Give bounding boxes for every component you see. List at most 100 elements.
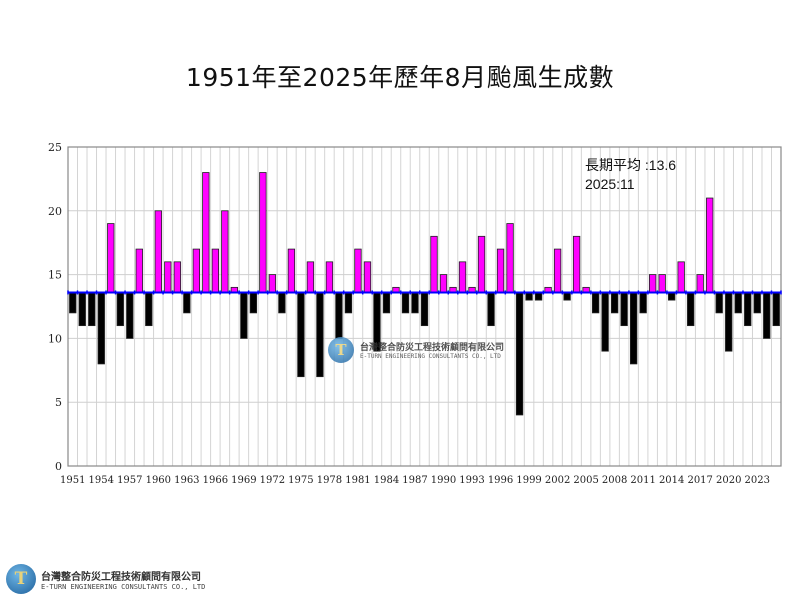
x-tick-label: 2017	[687, 475, 712, 486]
x-tick-label: 1984	[374, 475, 399, 486]
bar-1954	[97, 292, 105, 365]
bar-1957	[126, 292, 134, 339]
bar-2021	[734, 292, 742, 314]
bar-1980	[344, 292, 353, 314]
bar-2006	[591, 292, 600, 314]
bar-1990	[439, 274, 448, 293]
plot-frame	[67, 146, 782, 467]
x-tick-label: 1969	[231, 475, 256, 486]
x-tick-label: 1981	[345, 475, 370, 486]
bar-2013	[658, 274, 666, 293]
bar-1955	[107, 223, 115, 293]
x-tick-label: 1987	[402, 475, 427, 486]
bar-2017	[696, 274, 704, 293]
bar-1952	[78, 292, 86, 327]
bar-1974	[287, 248, 296, 293]
bar-2004	[572, 235, 581, 293]
bar-1997	[506, 223, 514, 293]
logo-icon: T	[328, 337, 354, 363]
x-tick-label: 2008	[602, 475, 627, 486]
bar-2022	[744, 292, 752, 327]
bar-2024	[763, 292, 771, 339]
logo-name-zh: 台灣整合防災工程技術顧問有限公司	[360, 343, 505, 353]
bar-1998	[515, 292, 524, 416]
chart-title: 1951年至2025年歷年8月颱風生成數	[185, 63, 615, 92]
bar-1958	[135, 248, 143, 293]
bar-2019	[715, 292, 723, 314]
bar-1994	[477, 235, 486, 293]
x-tick-label: 2005	[573, 475, 598, 486]
bar-1972	[268, 274, 277, 293]
x-tick-label: 1999	[516, 475, 541, 486]
bar-1992	[458, 261, 467, 293]
watermark-logo: T 台灣整合防災工程技術顧問有限公司 E-TURN ENGINEERING CO…	[328, 337, 504, 363]
logo-name-en: E-TURN ENGINEERING CONSULTANTS CO., LTD	[41, 582, 206, 591]
bar-1979	[335, 292, 343, 339]
bar-1982	[363, 261, 372, 293]
x-tick-label: 2014	[659, 475, 684, 486]
y-tick-label: 5	[55, 396, 62, 409]
bar-1971	[259, 172, 267, 293]
bar-1976	[306, 261, 315, 293]
y-tick-label: 15	[48, 269, 62, 282]
x-tick-label: 1966	[203, 475, 228, 486]
x-tick-label: 1957	[117, 475, 142, 486]
bar-1975	[297, 292, 305, 378]
x-tick-label: 1972	[260, 475, 285, 486]
x-tick-label: 1963	[174, 475, 199, 486]
x-tick-label: 1951	[60, 475, 85, 486]
logo-name-zh: 台灣整合防災工程技術顧問有限公司	[41, 571, 201, 583]
bar-1963	[183, 292, 191, 314]
logo-name-en: E-TURN ENGINEERING CONSULTANTS CO., LTD	[360, 353, 501, 360]
bar-1960	[154, 210, 162, 293]
bar-1996	[496, 248, 505, 293]
bar-2014	[668, 292, 676, 301]
bar-2009	[620, 292, 628, 327]
bar-1987	[411, 292, 419, 314]
bar-1984	[382, 292, 391, 314]
bar-2007	[601, 292, 609, 352]
bar-1959	[145, 292, 153, 327]
bar-1969	[240, 292, 248, 339]
bar-2012	[649, 274, 657, 293]
bar-1965	[202, 172, 210, 293]
bar-1981	[354, 248, 362, 293]
bar-1962	[173, 261, 181, 293]
bar-2003	[563, 292, 571, 301]
bar-2020	[725, 292, 733, 352]
x-tick-label: 2023	[745, 475, 770, 486]
x-tick-label: 2011	[630, 475, 655, 486]
x-tick-label: 1975	[288, 475, 313, 486]
bar-1973	[278, 292, 286, 314]
mean-annotation: 長期平均 :13.6	[585, 157, 677, 173]
bar-1951	[69, 292, 77, 314]
logo-icon: T	[6, 564, 36, 594]
y-tick-label: 20	[48, 205, 62, 218]
y-tick-label: 25	[48, 141, 62, 154]
bar-1967	[221, 210, 229, 293]
x-tick-label: 2020	[716, 475, 741, 486]
y-tick-label: 0	[55, 460, 62, 473]
bar-2018	[706, 197, 714, 293]
bar-2010	[629, 292, 638, 365]
bar-1989	[430, 235, 438, 293]
bar-1977	[316, 292, 324, 378]
x-tick-label: 1960	[146, 475, 171, 486]
bar-1999	[525, 292, 533, 301]
bar-1995	[487, 292, 495, 327]
x-tick-label: 2002	[545, 475, 570, 486]
bar-2002	[553, 248, 562, 293]
bar-1986	[401, 292, 410, 314]
y-tick-label: 10	[48, 332, 62, 345]
bar-1961	[164, 261, 172, 293]
bar-1970	[249, 292, 258, 314]
bar-1956	[116, 292, 124, 327]
bar-1978	[325, 261, 334, 293]
x-tick-label: 1954	[89, 475, 114, 486]
x-tick-label: 1990	[431, 475, 456, 486]
bar-1964	[192, 248, 200, 293]
x-tick-label: 1978	[317, 475, 342, 486]
x-tick-label: 1996	[488, 475, 513, 486]
bar-1966	[211, 248, 220, 293]
